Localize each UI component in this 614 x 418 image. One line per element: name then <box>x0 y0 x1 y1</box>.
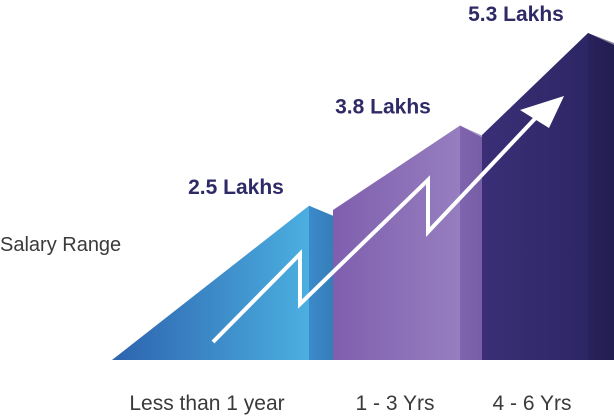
category-label-2: 1 - 3 Yrs <box>356 392 435 415</box>
bar-1 <box>112 205 333 360</box>
bar-2-edge <box>460 125 482 360</box>
trend-arrow-line <box>211 106 547 344</box>
bar-3-edge <box>588 33 614 360</box>
value-label-1: 2.5 Lakhs <box>188 176 284 199</box>
category-label-3: 4 - 6 Yrs <box>493 392 572 415</box>
trend-arrow-head <box>520 96 564 128</box>
category-label-1: Less than 1 year <box>129 392 284 415</box>
bar-3 <box>482 33 614 360</box>
y-axis-label: Salary Range <box>0 234 121 256</box>
bar-2 <box>333 125 482 360</box>
value-label-3: 5.3 Lakhs <box>468 3 564 26</box>
value-label-2: 3.8 Lakhs <box>335 96 431 119</box>
